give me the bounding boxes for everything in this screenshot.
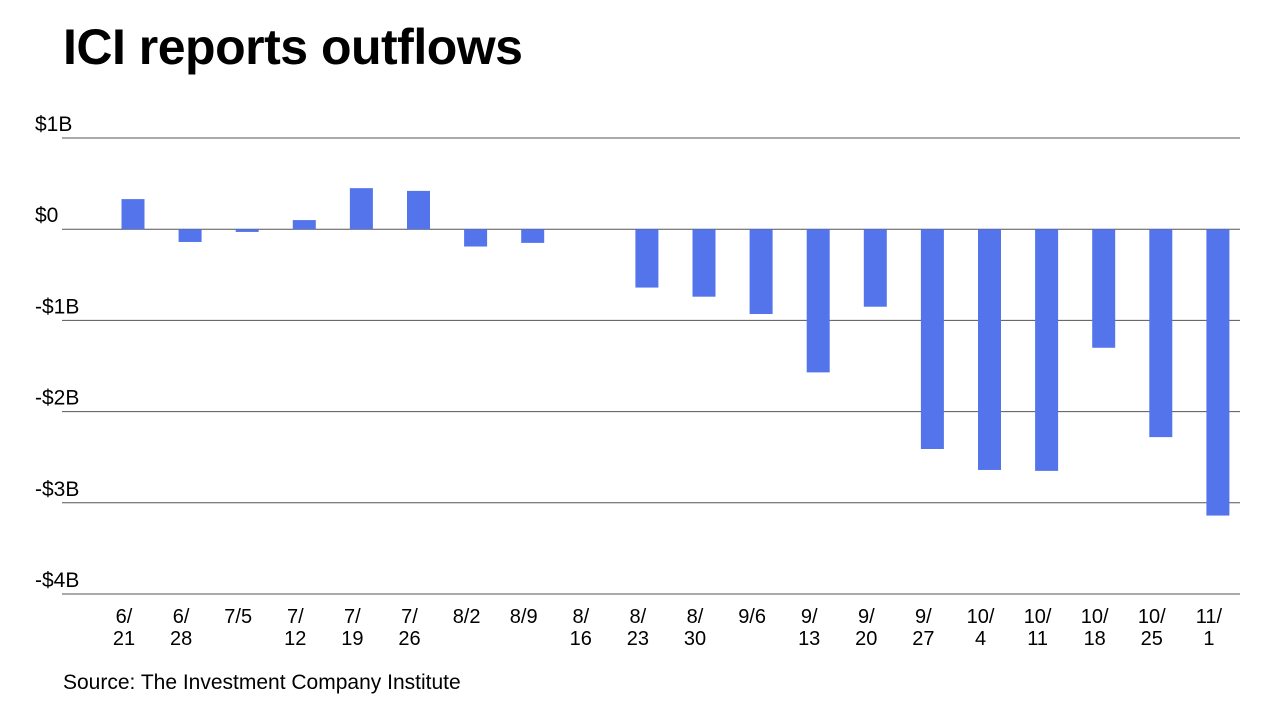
x-tick-label: 7/19 [341, 606, 363, 650]
bar [978, 229, 1001, 470]
bar [349, 188, 373, 230]
x-tick-label: 8/23 [627, 606, 649, 650]
x-tick-label: 10/4 [967, 606, 995, 650]
bar [863, 229, 887, 307]
y-tick-label: -$3B [35, 478, 79, 501]
x-tick-label: 9/20 [855, 606, 877, 650]
bar [292, 220, 316, 230]
x-tick-label: 9/27 [912, 606, 934, 650]
bar [235, 229, 259, 232]
x-tick-label: 9/13 [798, 606, 820, 650]
bar [121, 199, 145, 230]
x-tick-label: 6/21 [113, 606, 135, 650]
x-tick-label: 8/16 [570, 606, 592, 650]
bar [1092, 229, 1116, 348]
bar [178, 229, 202, 242]
y-tick-label: -$1B [35, 295, 79, 318]
bar [407, 190, 430, 230]
x-tick-label: 7/26 [398, 606, 420, 650]
bar [920, 229, 944, 449]
bar [749, 229, 773, 315]
x-tick-label: 10/25 [1138, 606, 1166, 650]
x-tick-label: 8/9 [510, 606, 538, 628]
bars [121, 188, 1230, 516]
source-note: Source: The Investment Company Institute [63, 671, 461, 694]
y-tick-label: -$4B [35, 569, 79, 592]
bar [692, 229, 716, 297]
x-tick-label: 10/18 [1081, 606, 1109, 650]
chart-title: ICI reports outflows [63, 19, 523, 75]
y-tick-label: $1B [35, 113, 72, 136]
bar [806, 229, 830, 373]
y-tick-label: $0 [35, 204, 58, 227]
x-tick-label: 7/12 [284, 606, 306, 650]
x-tick-label: 6/28 [170, 606, 192, 650]
x-tick-label: 9/6 [738, 606, 766, 628]
bar [464, 229, 488, 247]
x-tick-label: 8/2 [453, 606, 481, 628]
bar [1149, 229, 1173, 438]
bar [1206, 229, 1230, 516]
y-tick-label: -$2B [35, 387, 79, 410]
y-axis: $1B $0 -$1B -$2B -$3B -$4B [35, 113, 79, 592]
x-tick-label: 11/1 [1196, 606, 1223, 650]
x-axis: 6/21 6/28 7/5 7/12 7/19 7/26 8/2 8/9 8/16 8/23 8/3… [113, 606, 1223, 650]
x-tick-label: 10/11 [1024, 606, 1052, 650]
gridlines [62, 137, 1240, 595]
bar [521, 229, 545, 243]
x-tick-label: 7/5 [224, 606, 252, 628]
bar [635, 229, 659, 288]
x-tick-label: 8/30 [684, 606, 706, 650]
bar [1035, 229, 1059, 471]
